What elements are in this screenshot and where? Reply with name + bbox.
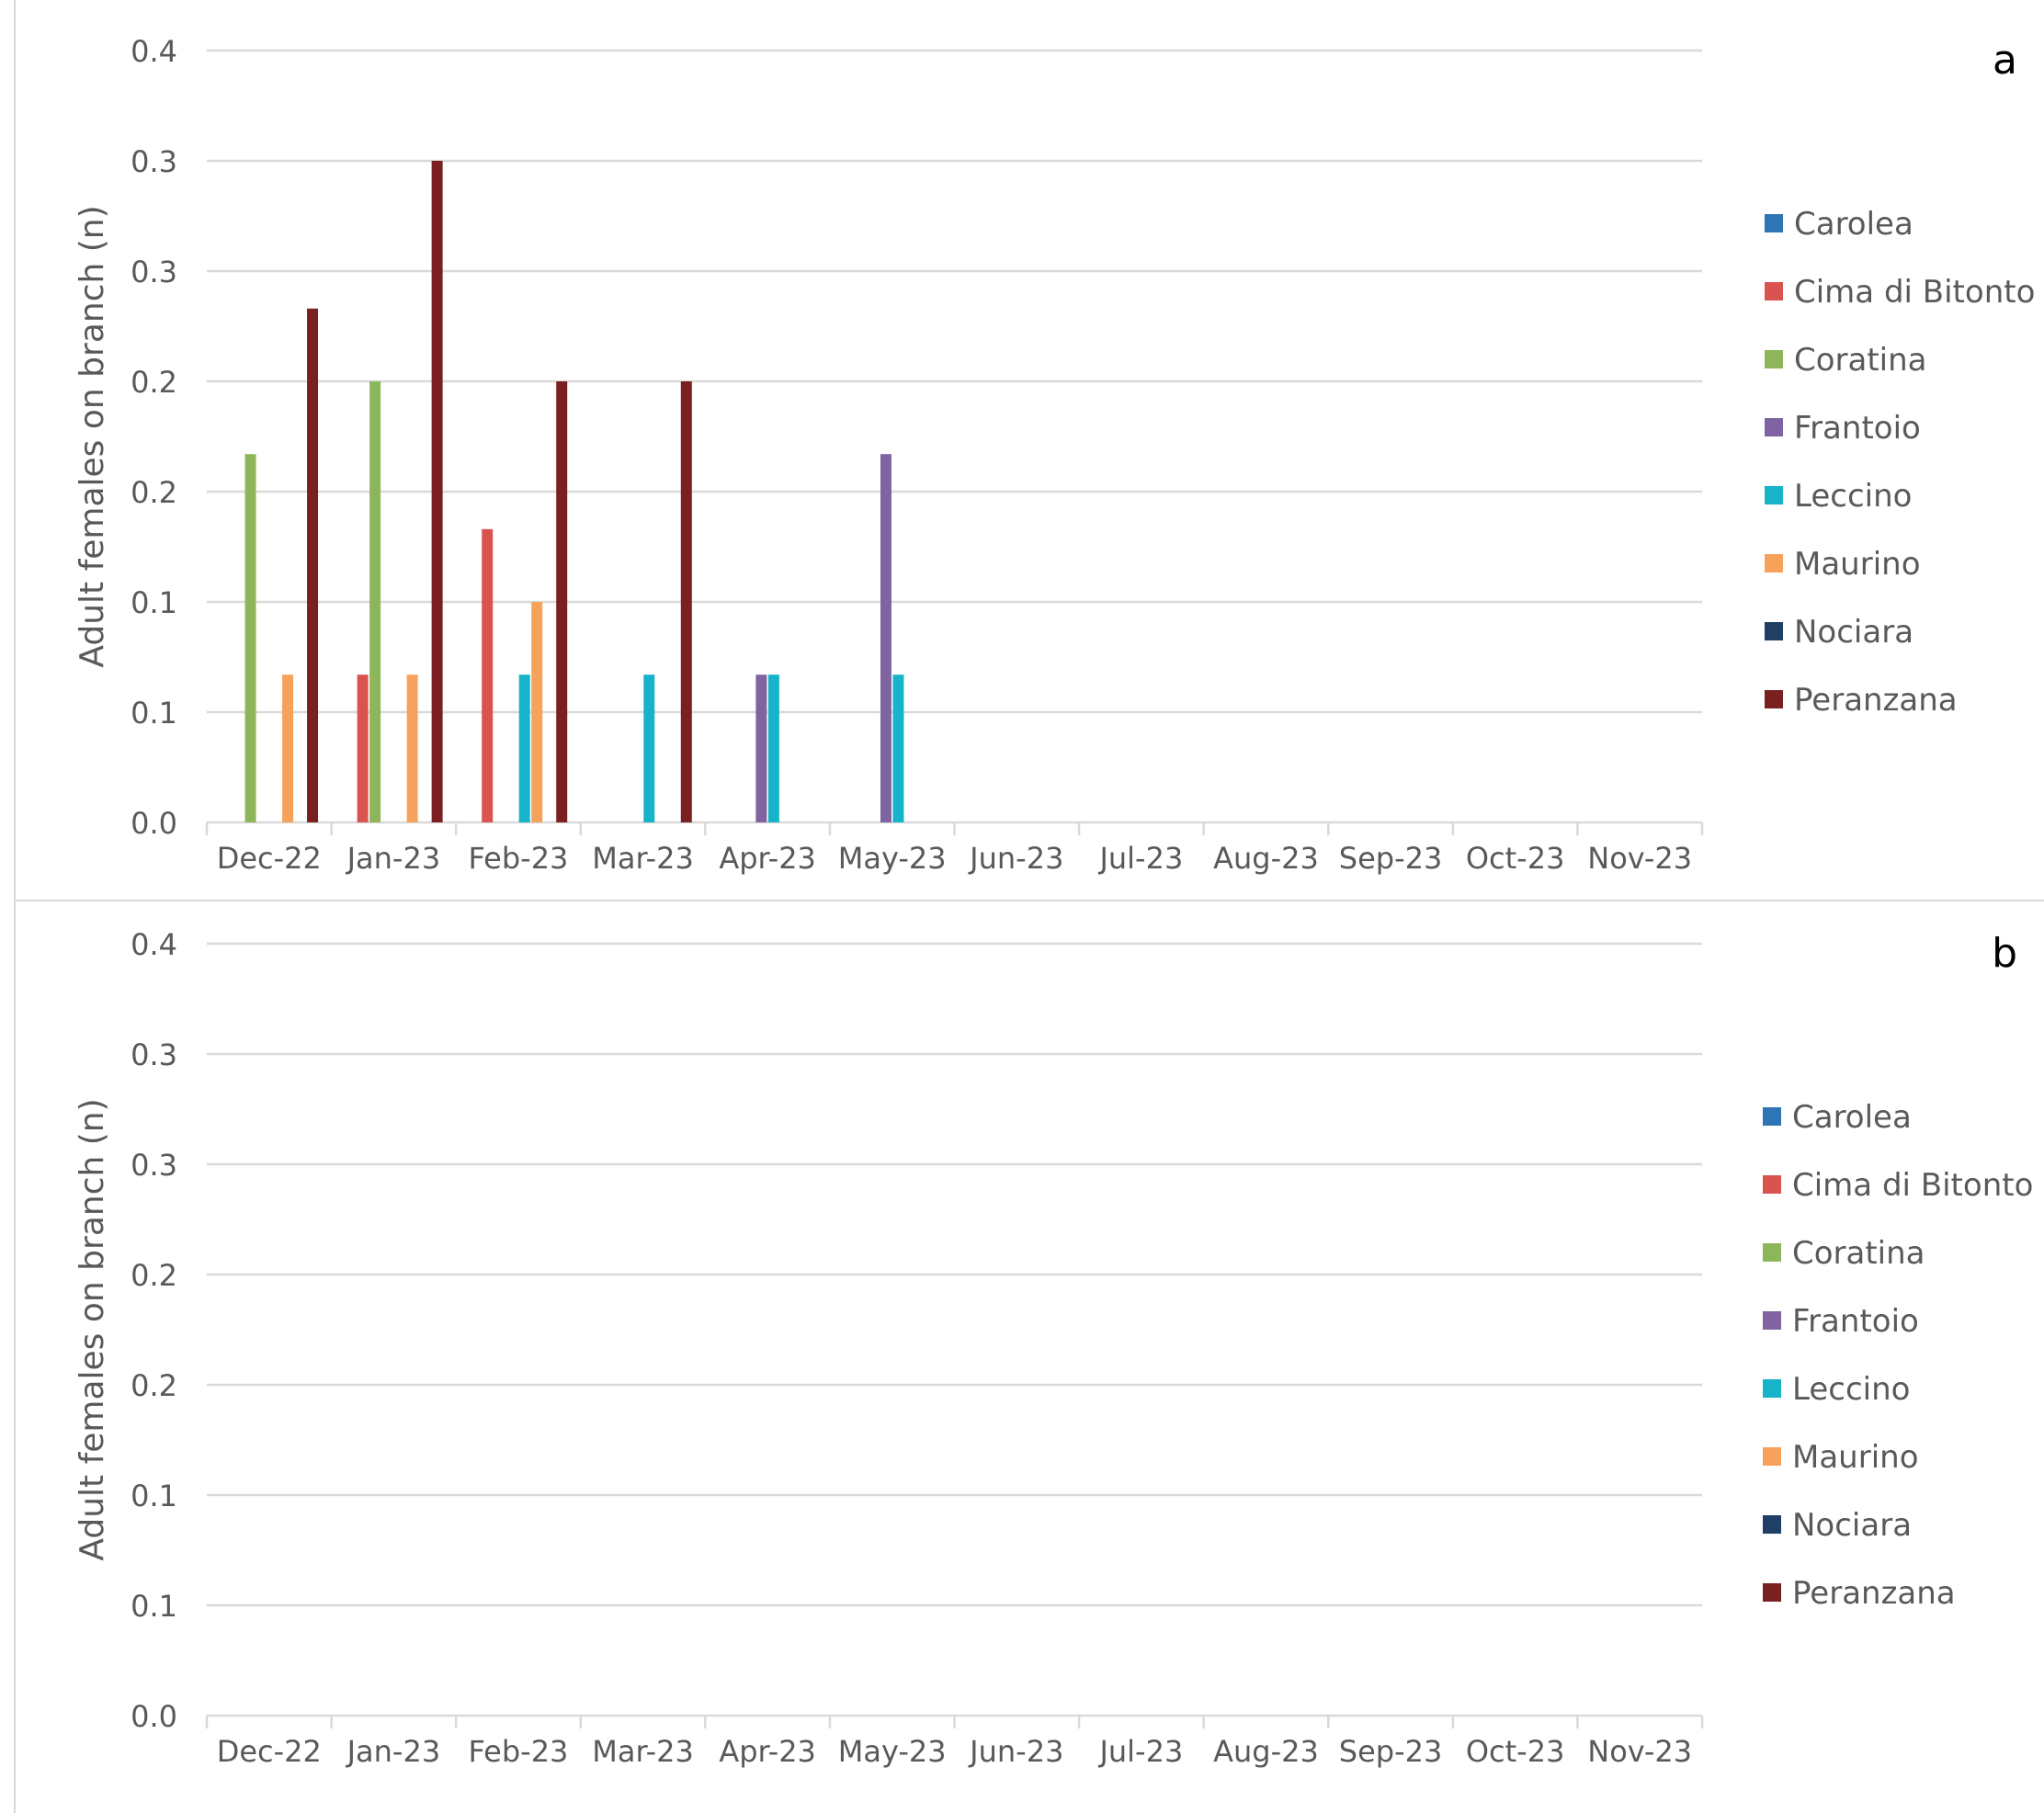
- legend-swatch: [1763, 1447, 1781, 1466]
- x-tick-label: Mar-23: [592, 1734, 694, 1769]
- bar: [357, 674, 369, 822]
- x-tick-label: Feb-23: [468, 841, 568, 876]
- x-tick-label: May-23: [838, 1734, 947, 1769]
- bar: [880, 454, 891, 822]
- bar: [531, 602, 543, 822]
- legend-label: Frantoio: [1794, 410, 1921, 447]
- legend-label: Peranzana: [1794, 682, 1958, 719]
- chart-panel-a: 0.0 0.1 0.1 0.2 0.2 0.3 0.3 0.4 Dec-22 Jan-23 Feb-…: [74, 34, 2035, 876]
- x-tick-label: Mar-23: [592, 841, 694, 876]
- legend-label: Nociara: [1792, 1507, 1912, 1544]
- legend-label: Nociara: [1794, 614, 1913, 651]
- legend: Carolea Cima di Bitonto Coratina Frantoio Le…: [1765, 206, 2035, 719]
- x-tick-label: Jun-23: [968, 1734, 1063, 1769]
- legend-swatch: [1765, 350, 1783, 368]
- panel-label: b: [1992, 930, 2017, 977]
- y-axis-label: Adult females on branch (n): [74, 205, 111, 667]
- legend-swatch: [1763, 1583, 1781, 1602]
- legend-label: Frantoio: [1792, 1303, 1919, 1340]
- x-tick-label: Jun-23: [968, 841, 1063, 876]
- legend-swatch: [1765, 554, 1783, 572]
- legend-swatch: [1763, 1175, 1781, 1194]
- legend-swatch: [1765, 214, 1783, 232]
- y-tick-label: 0.4: [131, 927, 177, 962]
- legend-swatch: [1765, 690, 1783, 708]
- y-tick-label: 0.2: [131, 1258, 177, 1293]
- x-tick-label: Oct-23: [1466, 1734, 1565, 1769]
- x-tick-label: Nov-23: [1587, 1734, 1692, 1769]
- x-tick-label: Sep-23: [1339, 841, 1443, 876]
- bar: [282, 674, 294, 822]
- y-tick-label: 0.1: [131, 696, 177, 731]
- legend-label: Carolea: [1792, 1099, 1912, 1136]
- y-tick-label: 0.3: [131, 1037, 177, 1072]
- y-tick-label: 0.0: [131, 806, 177, 841]
- legend-swatch: [1763, 1243, 1781, 1262]
- x-tick-label: Nov-23: [1587, 841, 1692, 876]
- y-tick-label: 0.0: [131, 1699, 177, 1734]
- bar: [643, 674, 655, 822]
- x-tick-label: Jan-23: [346, 841, 441, 876]
- x-tick-label: Apr-23: [719, 1734, 816, 1769]
- x-tick-label: Aug-23: [1213, 1734, 1319, 1769]
- x-tick-label: Oct-23: [1466, 841, 1565, 876]
- legend-label: Cima di Bitonto: [1794, 274, 2035, 311]
- x-tick-label: May-23: [838, 841, 947, 876]
- y-tick-label: 0.2: [131, 1368, 177, 1403]
- legend-label: Peranzana: [1792, 1575, 1956, 1612]
- bar: [307, 308, 319, 822]
- x-tick-label: Sep-23: [1339, 1734, 1443, 1769]
- bar: [680, 381, 692, 822]
- legend-swatch: [1763, 1515, 1781, 1534]
- bar: [369, 381, 381, 822]
- legend-swatch: [1765, 486, 1783, 504]
- bar: [755, 674, 767, 822]
- legend-label: Coratina: [1792, 1235, 1925, 1272]
- x-tick-label: Aug-23: [1213, 841, 1319, 876]
- y-tick-label: 0.1: [131, 585, 177, 620]
- legend-swatch: [1763, 1311, 1781, 1330]
- legend-label: Cima di Bitonto: [1792, 1167, 2033, 1204]
- bar: [518, 674, 530, 822]
- legend-label: Leccino: [1792, 1371, 1910, 1408]
- panel-label: a: [1993, 37, 2017, 84]
- legend-swatch: [1765, 418, 1783, 436]
- y-tick-label: 0.2: [131, 475, 177, 510]
- legend-swatch: [1765, 622, 1783, 640]
- bar: [892, 674, 904, 822]
- bar: [431, 161, 443, 822]
- x-tick-label: Apr-23: [719, 841, 816, 876]
- x-tick-label: Feb-23: [468, 1734, 568, 1769]
- bar: [406, 674, 418, 822]
- x-tick-label: Jul-23: [1097, 841, 1183, 876]
- legend-swatch: [1763, 1107, 1781, 1126]
- legend-label: Coratina: [1794, 342, 1927, 379]
- x-tick-label: Dec-22: [217, 1734, 322, 1769]
- legend-label: Maurino: [1792, 1439, 1919, 1476]
- x-tick-label: Jan-23: [346, 1734, 441, 1769]
- legend-label: Leccino: [1794, 478, 1912, 515]
- bar: [482, 528, 494, 822]
- y-tick-label: 0.1: [131, 1479, 177, 1513]
- bar: [244, 454, 256, 822]
- chart-panel-b: 0.0 0.1 0.1 0.2 0.2 0.3 0.3 0.4 Dec-22 Jan-23 Feb-…: [74, 927, 2033, 1769]
- x-tick-label: Dec-22: [217, 841, 322, 876]
- x-tick-label: Jul-23: [1097, 1734, 1183, 1769]
- legend-label: Maurino: [1794, 546, 1921, 583]
- y-tick-label: 0.3: [131, 144, 177, 179]
- y-tick-label: 0.3: [131, 1148, 177, 1183]
- bar: [556, 381, 568, 822]
- legend: Carolea Cima di Bitonto Coratina Frantoio Le…: [1763, 1099, 2033, 1612]
- y-tick-label: 0.1: [131, 1589, 177, 1624]
- bar: [767, 674, 779, 822]
- y-tick-label: 0.4: [131, 34, 177, 69]
- legend-label: Carolea: [1794, 206, 1913, 243]
- legend-swatch: [1765, 282, 1783, 300]
- y-axis-label: Adult females on branch (n): [74, 1098, 111, 1560]
- legend-swatch: [1763, 1379, 1781, 1398]
- y-tick-label: 0.2: [131, 365, 177, 400]
- y-tick-label: 0.3: [131, 255, 177, 289]
